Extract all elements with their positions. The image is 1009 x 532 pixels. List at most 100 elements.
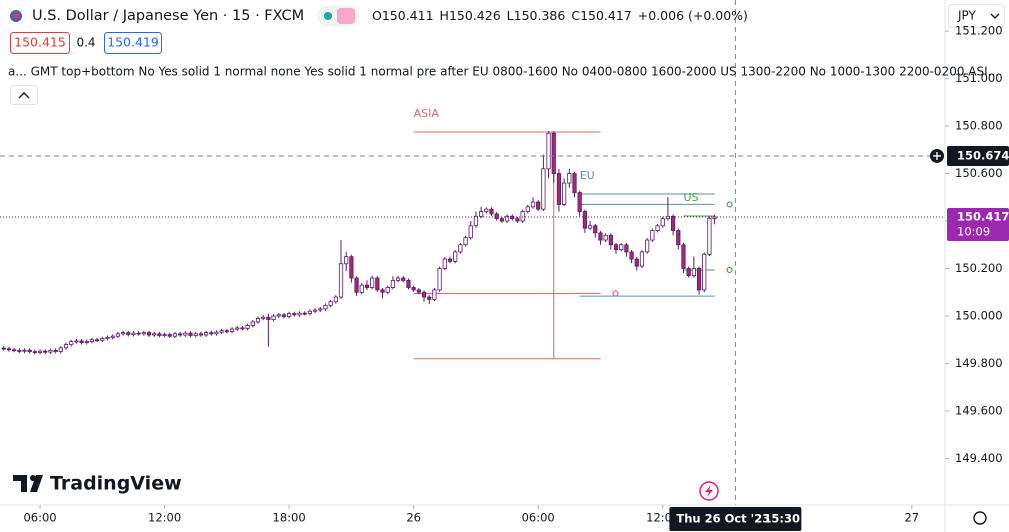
candle-body [655,225,660,231]
candle-body [110,335,115,338]
x-tick-label: 26 [406,511,421,525]
candle-body [188,332,193,336]
candle-body [43,350,48,353]
plot-area: ASIA EU US [0,0,945,505]
candle-body [17,350,22,352]
y-tick-label: 150.600 [955,166,1003,180]
y-tick-label: 149.400 [955,451,1003,465]
candle-body [468,225,473,239]
candle-body [411,287,416,291]
session-marker [726,266,733,274]
candle-body [453,251,458,262]
candle-body [198,333,204,336]
symbol-title: U.S. Dollar / Japanese Yen · 15 · FXCM [32,8,304,24]
candle-body [624,244,629,253]
dropdown-chevron [990,13,1000,19]
candle-body [219,330,224,333]
ask-box[interactable] [104,32,162,54]
candle-body [702,253,707,291]
candle-body [556,173,562,205]
candle-body [167,334,172,337]
candle-body [266,316,271,320]
candle-body [58,347,63,353]
candle-body [645,239,650,253]
y-tick-label: 150.000 [955,309,1003,323]
candle-body [105,336,110,339]
candle-body [297,312,302,316]
candle-body [63,344,69,349]
candle-body [390,279,396,288]
candle-body [598,232,603,241]
candle-body [37,350,43,353]
candle-body [530,201,536,208]
candle-body [328,301,333,306]
candle-body [639,251,645,267]
candle-body [463,237,468,246]
x-tick-label: 27 [904,511,919,525]
y-tick-label: 151.000 [955,71,1003,85]
candle-body [515,218,520,222]
candle-body [235,327,240,330]
logo-mark [13,475,43,492]
candle-body [131,332,136,335]
settings-icon[interactable] [973,511,987,525]
bid-box[interactable] [10,32,70,54]
candle-body [333,296,338,303]
crosshair-add-plus [933,151,941,160]
candle-body [603,234,608,241]
candle-body [541,168,546,210]
collapse-button[interactable] [10,85,38,105]
candle-body [567,173,572,184]
y-tick-label: 150.200 [955,261,1003,275]
candle-body [370,277,375,288]
candle-body [204,332,209,336]
candle-body [126,332,131,335]
data-delay-icon[interactable] [337,8,355,24]
candle-body [162,334,167,336]
candle-body [307,310,312,315]
candle-body [209,332,214,335]
candle-body [287,313,292,317]
candle-body [385,287,390,293]
candle-body [152,333,157,336]
candle-body [27,349,32,353]
session-label: ASIA [414,107,440,120]
candle-body [95,339,100,342]
candle-body [634,258,639,267]
bid-price: 150.415 [14,35,66,50]
candle-body [608,234,613,246]
candle-body [48,350,53,353]
x-tick-label: 06:00 [23,511,56,525]
y-tick-label: 150.800 [955,119,1003,133]
candle-body [686,268,691,277]
x-tick-label: 12:00 [148,511,181,525]
candle-body [172,333,178,337]
candle-body [157,333,162,336]
candle-body [380,289,385,293]
candle-body [447,258,453,262]
candle-body [136,332,141,335]
currency-dropdown[interactable] [948,4,1005,28]
candle-body [681,244,686,269]
last-price-box [947,208,1009,242]
countdown-label: 10:09 [957,225,990,239]
candle-body [183,332,188,336]
candle-body [432,289,437,300]
candle-body [281,314,287,317]
candle-body [178,333,183,336]
candle-body [53,350,58,353]
candle-body [146,332,152,336]
candle-body [250,321,255,326]
candle-body [416,289,421,293]
candle-body [691,268,696,277]
candle-body [6,348,12,351]
market-open-dot [324,12,332,20]
candle-body [696,268,702,291]
candle-body [312,309,318,312]
candle-body [193,333,198,336]
candle-body [676,230,681,246]
candle-body [344,256,349,265]
crosshair-price-label: 150.674 [957,148,1009,162]
currency-label: JPY [957,9,977,23]
